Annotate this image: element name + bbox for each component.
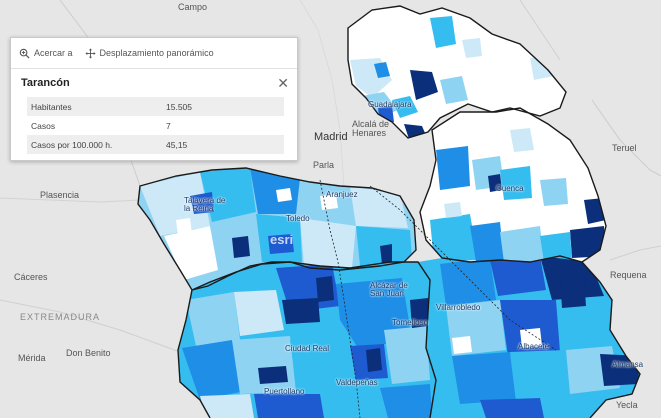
row-value: 7 (166, 120, 171, 131)
close-icon[interactable]: ✕ (277, 75, 289, 91)
label-alcala: Alcalá de Henares (352, 119, 390, 138)
pan-label: Desplazamiento panorámico (99, 48, 214, 58)
row-value: 15.505 (162, 97, 284, 116)
label-caceres: Cáceres (14, 272, 48, 282)
row-label: Habitantes (27, 97, 162, 116)
label-teruel: Teruel (612, 143, 637, 153)
label-albacete: Albacete (518, 342, 550, 351)
label-cuenca: Cuenca (496, 184, 524, 193)
zoom-to-label: Acercar a (34, 48, 73, 58)
pan-button[interactable]: Desplazamiento panorámico (84, 47, 214, 59)
label-madrid: Madrid (314, 131, 348, 143)
province-borders (137, 5, 641, 418)
label-alcazar: Alcázar de San Juan (370, 281, 408, 298)
label-yecla: Yecla (616, 400, 638, 410)
label-plasencia: Plasencia (40, 190, 80, 200)
label-villarrobledo: Villarrobledo (436, 303, 481, 312)
label-requena: Requena (610, 270, 647, 280)
ciudad-real-province[interactable] (170, 255, 440, 418)
table-row: Casos por 100.000 h. 45,15 (27, 135, 284, 154)
label-aranjuez: Aranjuez (326, 190, 358, 199)
row-value: 45,15 (162, 135, 284, 154)
label-ciudadreal: Ciudad Real (285, 344, 330, 353)
label-talavera: Talavera de la Reina (184, 196, 226, 213)
label-valdepenas: Valdepeñas (336, 378, 378, 387)
label-campo: Campo (178, 2, 208, 12)
label-toledo: Toledo (286, 214, 310, 223)
label-donbenito: Don Benito (66, 348, 111, 358)
popup-title: Tarancón (21, 77, 70, 89)
label-puertollano: Puertollano (264, 387, 305, 396)
label-extremadura: EXTREMADURA (20, 312, 101, 322)
row-label: Casos por 100.000 h. (27, 135, 162, 154)
popup-header: Tarancón ✕ (11, 69, 297, 97)
table-row: Casos 7 (27, 116, 284, 135)
rail-lines (319, 179, 557, 418)
pan-arrows-icon (84, 47, 96, 59)
table-row: Habitantes 15.505 (27, 97, 284, 116)
popup-toolbar: Acercar a Desplazamiento panorámico (11, 38, 297, 69)
label-almansa: Almansa (612, 360, 644, 369)
zoom-to-button[interactable]: Acercar a (19, 48, 73, 59)
esri-watermark: esri (270, 232, 294, 247)
label-guadalajara: Guadalajara (368, 100, 412, 109)
attribute-table: Habitantes 15.505 Casos 7 Casos por 100.… (27, 97, 284, 154)
feature-popup: Acercar a Desplazamiento panorámico Tara… (10, 37, 298, 161)
zoom-in-icon (19, 48, 30, 59)
label-parla: Parla (313, 160, 335, 170)
label-merida: Mérida (18, 353, 46, 363)
label-tomelloso: Tomelloso (392, 318, 429, 327)
row-label: Casos (31, 120, 56, 131)
